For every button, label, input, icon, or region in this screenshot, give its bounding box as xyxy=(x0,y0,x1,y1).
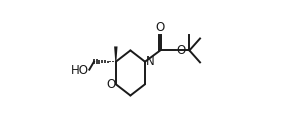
Text: O: O xyxy=(176,44,186,57)
Text: N: N xyxy=(146,55,155,68)
Text: O: O xyxy=(156,21,165,34)
Polygon shape xyxy=(114,46,117,62)
Text: O: O xyxy=(106,78,115,91)
Text: HO: HO xyxy=(71,64,89,77)
